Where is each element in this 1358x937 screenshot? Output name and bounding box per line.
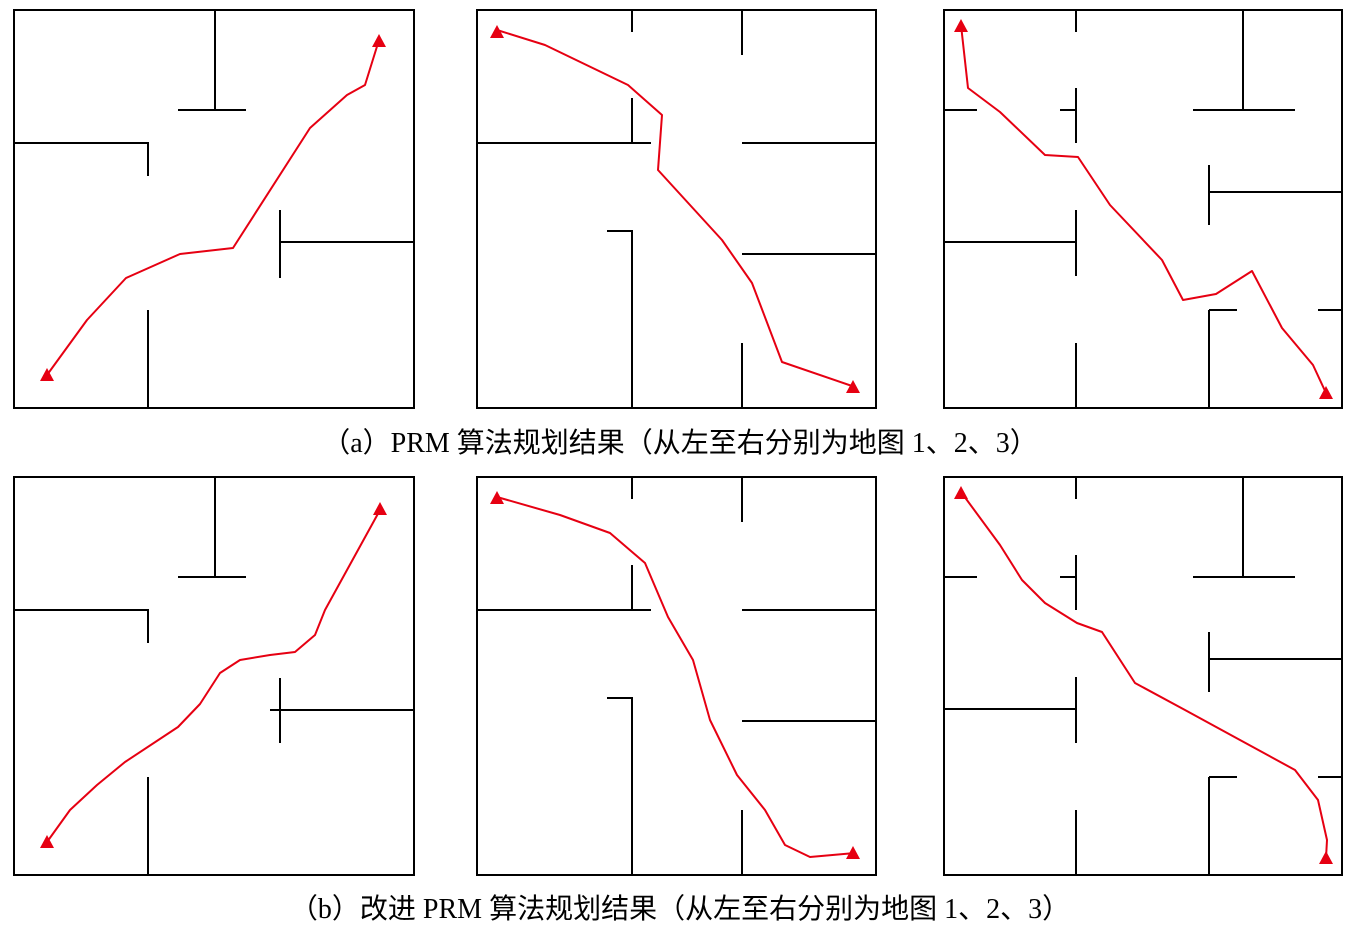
map-2-prm [476, 9, 877, 409]
map-3-improved [943, 476, 1343, 876]
caption: （a）PRM 算法规划结果（从左至右分别为地图 1、2、3） [322, 427, 1038, 459]
caption: （b）改进 PRM 算法规划结果（从左至右分别为地图 1、2、3） [290, 893, 1070, 925]
map-1-prm [13, 9, 415, 409]
improved-paths [40, 486, 1333, 864]
map-2-improved [476, 476, 877, 876]
map-1-improved [13, 476, 415, 876]
map-3-prm [943, 9, 1343, 409]
